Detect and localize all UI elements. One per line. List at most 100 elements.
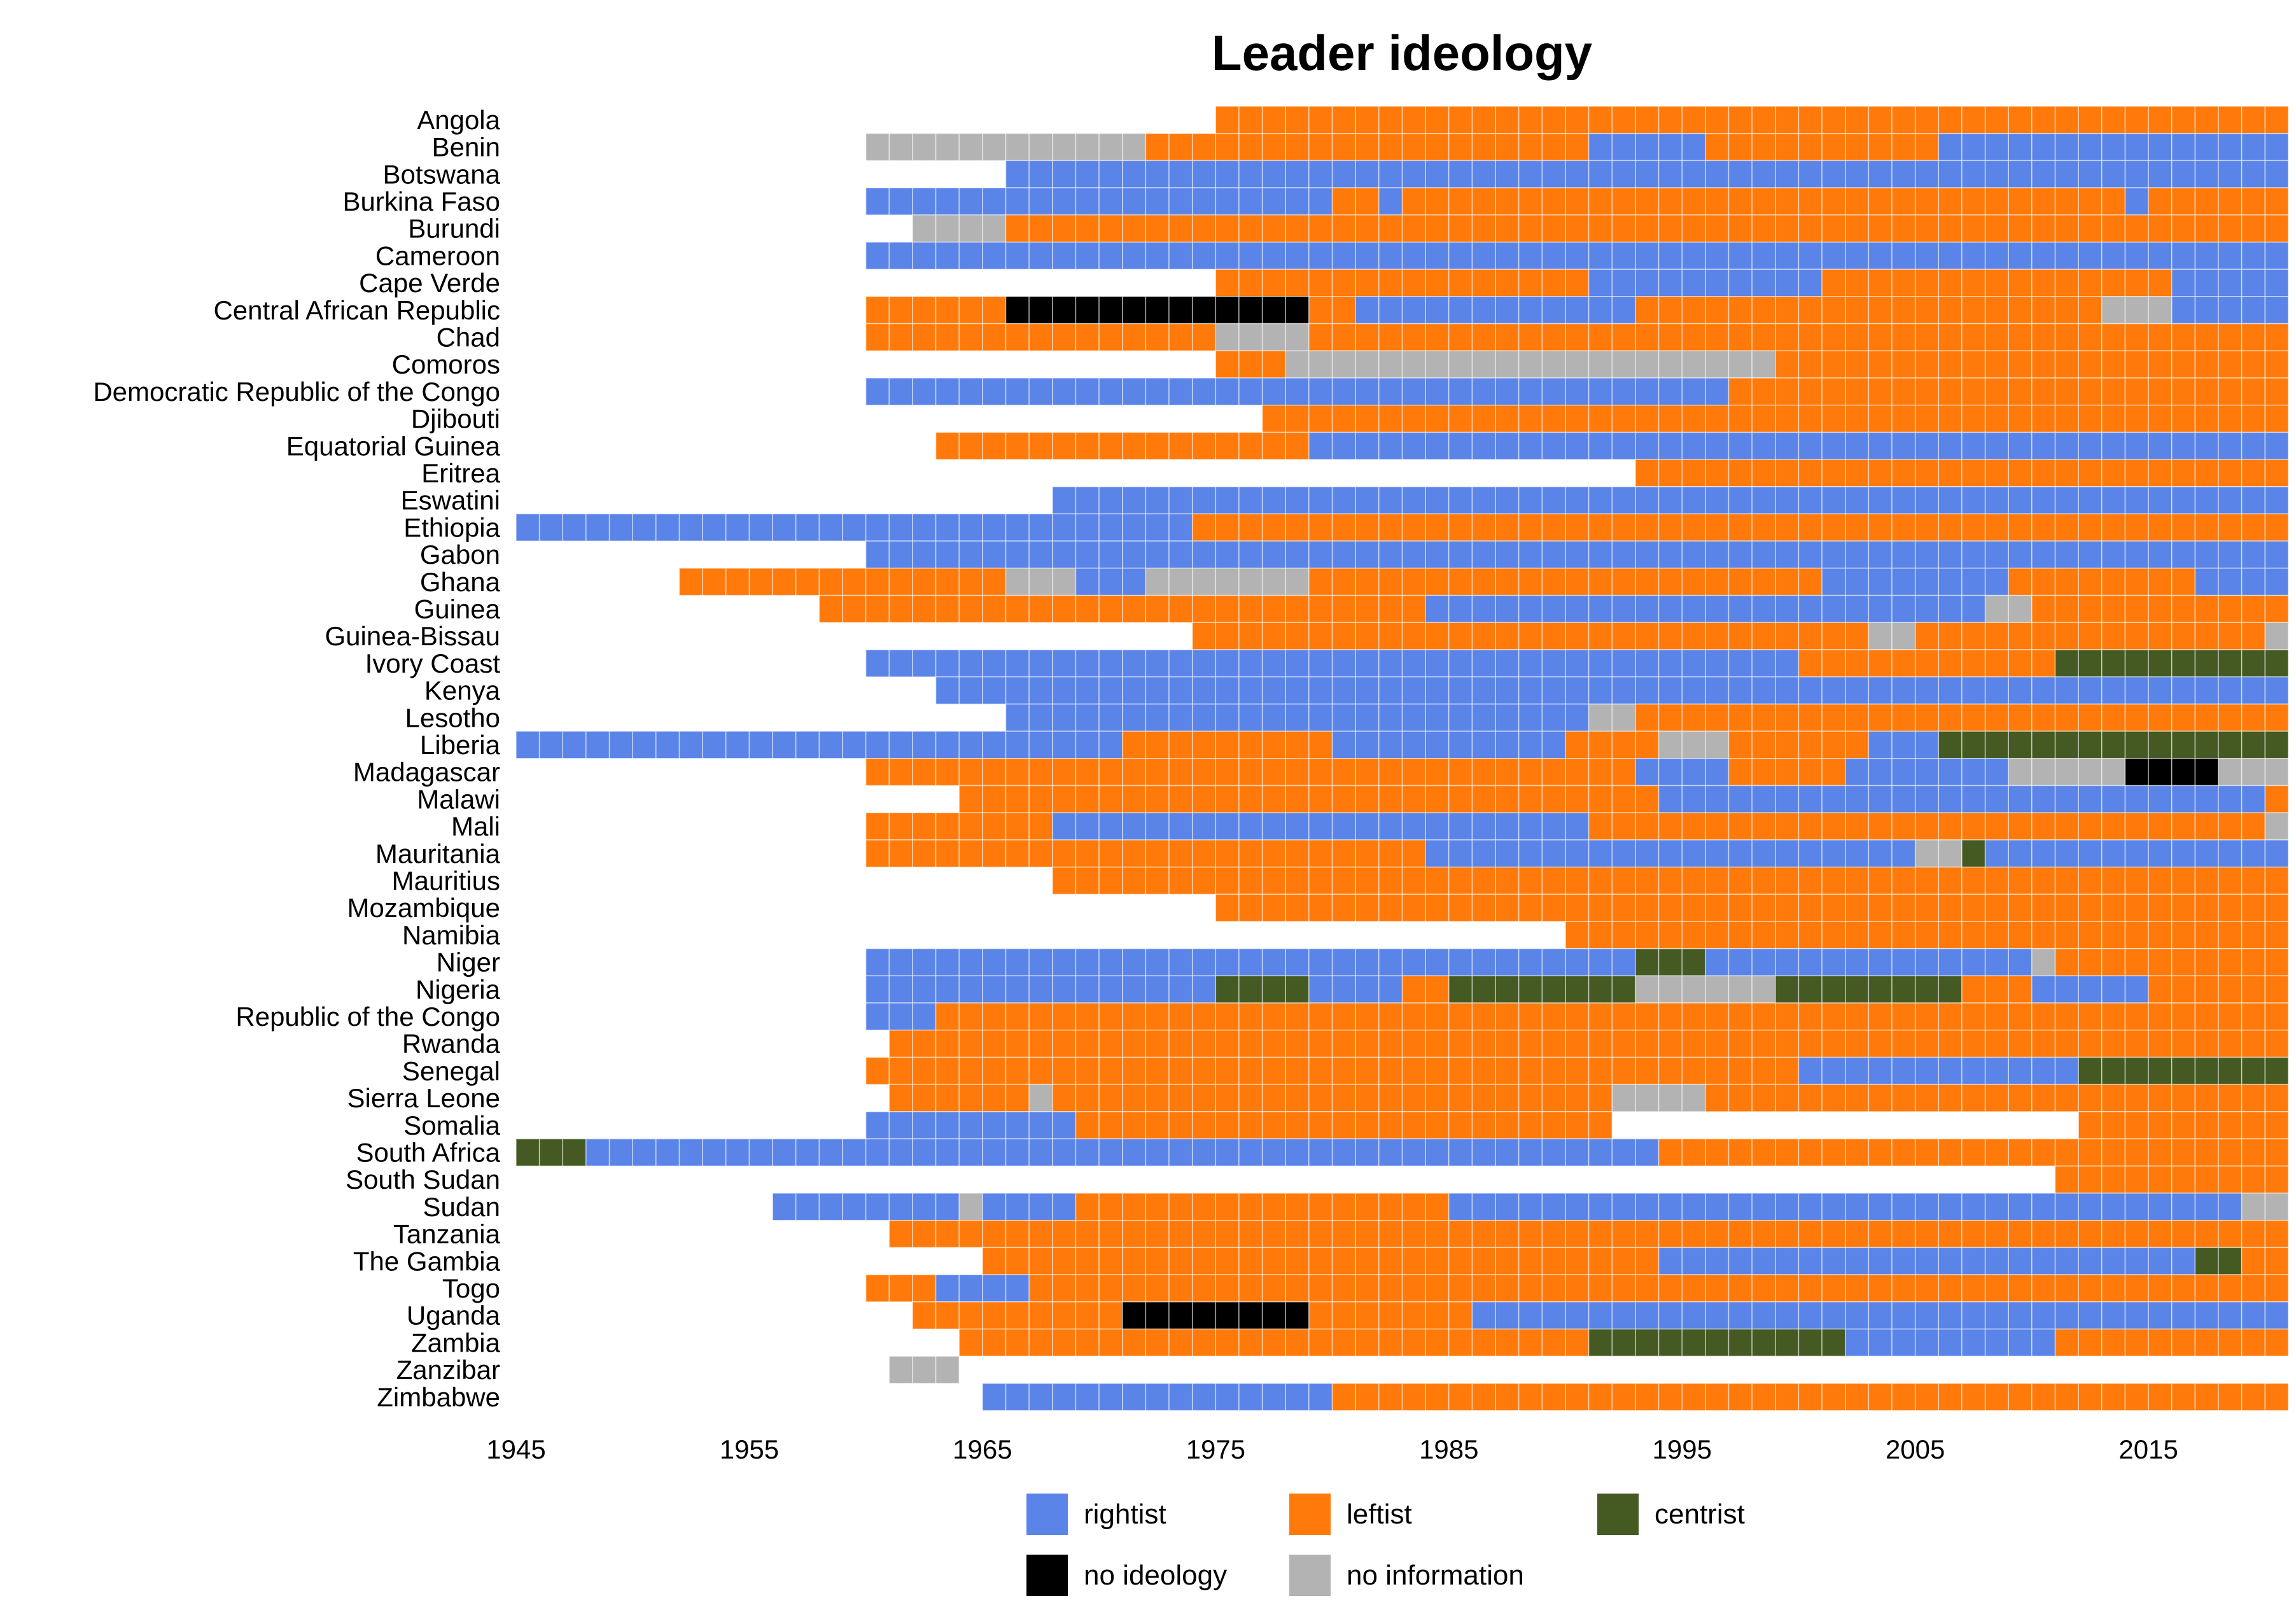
tile-togo-1987 — [1495, 1274, 1520, 1303]
tile-burkina-faso-2020 — [2264, 187, 2289, 216]
tile-gabon-2005 — [1914, 540, 1940, 569]
tile-sudan-1965 — [982, 1193, 1007, 1221]
tile-nigeria-2000 — [1798, 975, 1823, 1004]
tile-equatorial-guinea-2002 — [1845, 431, 1870, 460]
tile-angola-2009 — [2008, 106, 2033, 134]
tile-lesotho-1978 — [1285, 703, 1310, 732]
tile-guinea-2015 — [2148, 594, 2173, 624]
tile-mozambique-1994 — [1658, 893, 1683, 922]
tile-zanzibar-1961 — [888, 1355, 913, 1384]
tile-democratic-republic-of-the-congo-2012 — [2078, 377, 2103, 406]
tile-kenya-2007 — [1961, 676, 1986, 705]
country-label-lesotho: Lesotho — [405, 703, 500, 732]
tile-rwanda-2002 — [1845, 1030, 1870, 1058]
tile-burundi-2009 — [2008, 214, 2033, 243]
tile-angola-1977 — [1261, 106, 1287, 134]
tile-madagascar-1992 — [1611, 758, 1636, 787]
country-label-somalia: Somalia — [403, 1110, 500, 1140]
tile-botswana-1998 — [1751, 160, 1776, 188]
tile-benin-1969 — [1075, 132, 1100, 162]
tile-guinea-bissau-1997 — [1728, 622, 1753, 650]
tile-madagascar-1970 — [1098, 758, 1123, 787]
tile-burkina-faso-1971 — [1122, 187, 1147, 216]
tile-eritrea-2014 — [2124, 459, 2149, 487]
tile-guinea-bissau-2015 — [2148, 622, 2173, 650]
x-tick-1945: 1945 — [486, 1434, 545, 1464]
tile-burundi-1986 — [1471, 214, 1496, 243]
tile-nigeria-1987 — [1495, 975, 1520, 1004]
country-label-zimbabwe: Zimbabwe — [377, 1382, 500, 1412]
tile-benin-1983 — [1401, 132, 1426, 162]
tile-sudan-2015 — [2148, 1193, 2173, 1221]
tile-ivory-coast-1962 — [912, 649, 937, 678]
tile-madagascar-2008 — [1984, 758, 2010, 787]
tile-tanzania-1994 — [1658, 1219, 1683, 1249]
tile-cape-verde-2010 — [2031, 269, 2056, 297]
tile-uganda-1998 — [1751, 1301, 1776, 1330]
tile-tanzania-2013 — [2101, 1219, 2126, 1249]
tile-democratic-republic-of-the-congo-1992 — [1611, 377, 1636, 406]
tile-mauritius-2004 — [1891, 866, 1916, 895]
tile-uganda-2002 — [1845, 1301, 1870, 1330]
tile-djibouti-1980 — [1331, 404, 1356, 433]
tile-the-gambia-1984 — [1425, 1247, 1450, 1275]
tile-kenya-1968 — [1052, 676, 1077, 705]
tile-burkina-faso-2015 — [2148, 187, 2173, 216]
tile-liberia-1960 — [865, 731, 890, 759]
tile-ivory-coast-1990 — [1565, 649, 1590, 678]
tile-democratic-republic-of-the-congo-1960 — [865, 377, 890, 406]
tile-chad-1993 — [1635, 323, 1660, 352]
tile-ethiopia-1970 — [1098, 513, 1123, 542]
tile-cameroon-1963 — [935, 241, 960, 270]
tile-madagascar-1960 — [865, 758, 890, 787]
tile-comoros-1980 — [1331, 350, 1356, 379]
tile-chad-1986 — [1471, 323, 1496, 352]
tile-togo-1981 — [1355, 1274, 1380, 1303]
tile-madagascar-1978 — [1285, 758, 1310, 787]
tile-sierra-leone-2016 — [2171, 1084, 2196, 1112]
tile-lesotho-2017 — [2194, 703, 2219, 732]
tile-niger-1968 — [1052, 948, 1077, 977]
tile-nigeria-2012 — [2078, 975, 2103, 1004]
tile-ivory-coast-1970 — [1098, 649, 1123, 678]
tile-sierra-leone-1977 — [1261, 1084, 1287, 1112]
tile-mali-1994 — [1658, 812, 1683, 841]
tile-mali-1976 — [1238, 812, 1263, 841]
tile-tanzania-1982 — [1378, 1219, 1403, 1249]
tile-chad-1994 — [1658, 323, 1683, 352]
country-label-benin: Benin — [432, 132, 500, 162]
tile-gabon-1974 — [1191, 540, 1217, 569]
tile-nigeria-2003 — [1868, 975, 1893, 1004]
tile-kenya-1966 — [1005, 676, 1030, 705]
tile-mali-1982 — [1378, 812, 1403, 841]
tile-lesotho-2008 — [1984, 703, 2010, 732]
tile-togo-1961 — [888, 1274, 913, 1303]
tile-democratic-republic-of-the-congo-1995 — [1681, 377, 1706, 406]
tile-botswana-2010 — [2031, 160, 2056, 188]
tile-democratic-republic-of-the-congo-1998 — [1751, 377, 1776, 406]
tile-ethiopia-1960 — [865, 513, 890, 542]
tile-republic-of-the-congo-1964 — [958, 1002, 983, 1031]
tile-eswatini-1992 — [1611, 486, 1636, 515]
tile-uganda-1978 — [1285, 1301, 1310, 1330]
tile-tanzania-1961 — [888, 1219, 913, 1249]
tile-ethiopia-1951 — [655, 513, 680, 542]
tile-south-africa-2005 — [1914, 1138, 1940, 1167]
tile-djibouti-1991 — [1588, 404, 1613, 433]
tile-ethiopia-1974 — [1191, 513, 1217, 542]
tile-liberia-1966 — [1005, 731, 1030, 759]
tile-sierra-leone-1964 — [958, 1084, 983, 1112]
tile-chad-2012 — [2078, 323, 2103, 352]
tile-malawi-1973 — [1168, 785, 1193, 813]
tile-cameroon-1989 — [1541, 241, 1566, 270]
tile-niger-1985 — [1448, 948, 1473, 977]
tile-equatorial-guinea-2020 — [2264, 431, 2289, 460]
tile-djibouti-2019 — [2241, 404, 2266, 433]
tile-democratic-republic-of-the-congo-2018 — [2218, 377, 2243, 406]
tile-chad-1990 — [1565, 323, 1590, 352]
tile-niger-2012 — [2078, 948, 2103, 977]
tile-uganda-1997 — [1728, 1301, 1753, 1330]
tile-djibouti-2009 — [2008, 404, 2033, 433]
tile-sudan-1959 — [842, 1193, 867, 1221]
tile-sudan-2010 — [2031, 1193, 2056, 1221]
